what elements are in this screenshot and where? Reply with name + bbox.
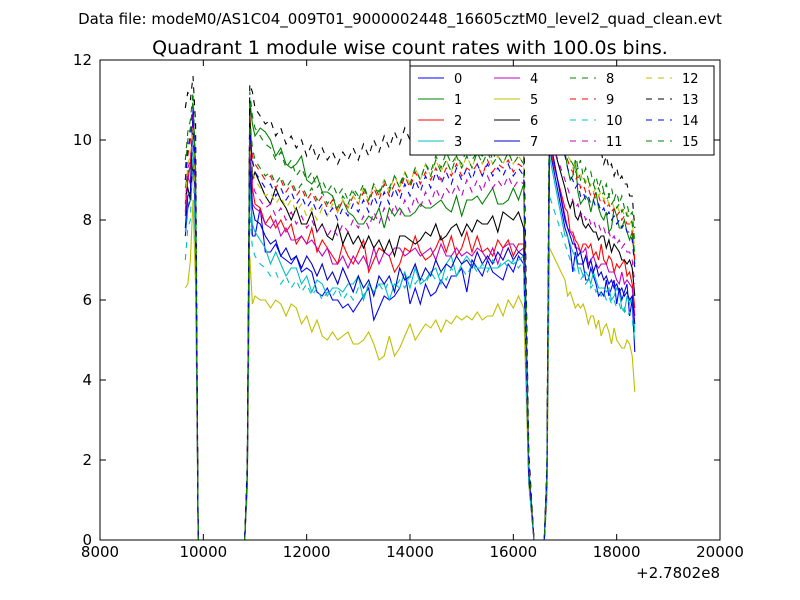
legend-entry-7[interactable]: 7: [494, 135, 538, 150]
legend-label: 1: [454, 93, 462, 108]
x-tick-label: 20000: [696, 543, 744, 561]
legend-label: 4: [530, 72, 538, 87]
y-tick-label: 4: [82, 371, 92, 389]
x-tick-label: 12000: [283, 543, 331, 561]
legend-entry-10[interactable]: 10: [570, 114, 623, 129]
legend-entry-5[interactable]: 5: [494, 93, 538, 108]
x-tick-label: 14000: [386, 543, 434, 561]
series-line-15: [184, 99, 636, 540]
y-tick-label: 8: [82, 211, 92, 229]
x-tick-label: 8000: [81, 543, 119, 561]
series-line-10: [184, 151, 636, 540]
legend-label: 2: [454, 114, 462, 129]
legend-entry-2[interactable]: 2: [418, 114, 462, 129]
x-tick-label: 10000: [179, 543, 227, 561]
legend-label: 14: [682, 114, 699, 129]
legend-label: 3: [454, 135, 462, 150]
legend-entry-11[interactable]: 11: [570, 135, 623, 150]
legend-label: 7: [530, 135, 538, 150]
series-line-5: [184, 199, 636, 540]
legend-label: 8: [606, 72, 614, 87]
chart-supertitle: Data file: modeM0/AS1C04_009T01_90000024…: [78, 10, 722, 29]
series-line-8: [184, 79, 636, 540]
legend-label: 11: [606, 135, 623, 150]
series-line-4: [184, 119, 636, 540]
series-line-0: [184, 107, 636, 540]
x-offset-label: +2.7802e8: [636, 564, 720, 582]
legend-label: 9: [606, 93, 614, 108]
legend-label: 12: [682, 72, 699, 87]
x-tick-label: 18000: [593, 543, 641, 561]
x-tick-label: 16000: [489, 543, 537, 561]
legend-entry-9[interactable]: 9: [570, 93, 614, 108]
legend-label: 10: [606, 114, 623, 129]
series-line-11: [184, 115, 636, 540]
series-line-1: [184, 87, 636, 540]
legend-entry-1[interactable]: 1: [418, 93, 462, 108]
legend-entry-4[interactable]: 4: [494, 72, 538, 87]
legend-label: 0: [454, 72, 462, 87]
chart-title: Quadrant 1 module wise count rates with …: [152, 37, 668, 59]
legend-label: 15: [682, 135, 699, 150]
y-tick-label: 12: [73, 51, 92, 69]
series-line-6: [184, 107, 636, 540]
series-line-9: [184, 103, 636, 540]
legend-label: 13: [682, 93, 699, 108]
legend-box: [409, 65, 715, 156]
legend-entry-14[interactable]: 14: [646, 114, 699, 129]
y-tick-label: 6: [82, 291, 92, 309]
series-line-7: [184, 111, 636, 540]
legend-entry-0[interactable]: 0: [418, 72, 462, 87]
legend-entry-15[interactable]: 15: [646, 135, 699, 150]
legend-label: 6: [530, 114, 538, 129]
series-line-2: [184, 123, 636, 540]
legend-entry-12[interactable]: 12: [646, 72, 699, 87]
legend-entry-6[interactable]: 6: [494, 114, 538, 129]
legend-label: 5: [530, 93, 538, 108]
y-tick-label: 2: [82, 451, 92, 469]
axis-ticks: 8000 10000 12000 14000 16000 18000 20000 0 2 4 6 8 1…: [73, 51, 744, 561]
y-tick-label: 10: [73, 131, 92, 149]
legend-entry-8[interactable]: 8: [570, 72, 614, 87]
legend-entry-3[interactable]: 3: [418, 135, 462, 150]
legend-entry-13[interactable]: 13: [646, 93, 699, 108]
y-tick-label: 0: [82, 531, 92, 549]
